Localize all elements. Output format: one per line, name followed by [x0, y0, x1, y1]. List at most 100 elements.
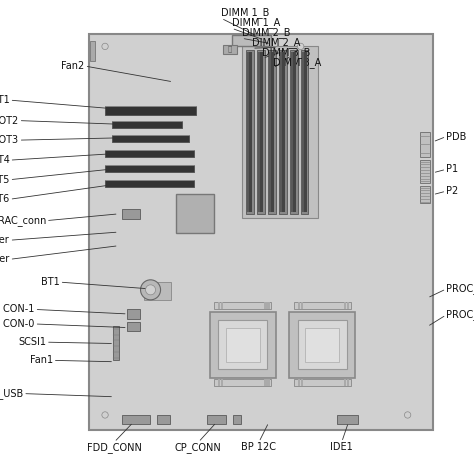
Text: PDB: PDB [447, 131, 467, 142]
Text: DIMM 2_A: DIMM 2_A [252, 37, 301, 48]
Bar [218, 302, 220, 309]
Bar [105, 150, 194, 157]
Text: PCI64 66MHZ SLOT1: PCI64 66MHZ SLOT1 [0, 95, 9, 105]
Bar [214, 302, 271, 309]
Bar [112, 121, 182, 128]
Text: FRONT_USB: FRONT_USB [0, 388, 23, 399]
Bar [157, 415, 170, 424]
Circle shape [146, 285, 155, 295]
Bar [264, 379, 266, 386]
Circle shape [404, 412, 411, 418]
Text: DIMM 1_A: DIMM 1_A [231, 17, 280, 28]
Bar [420, 186, 430, 203]
Bar [221, 379, 223, 386]
Bar [298, 379, 300, 386]
Bar [268, 50, 276, 214]
Bar [210, 312, 276, 378]
Text: PROC_2: PROC_2 [447, 309, 474, 320]
Text: Fan1: Fan1 [29, 355, 53, 365]
Bar [89, 34, 433, 430]
Text: DIMM 1_B: DIMM 1_B [221, 7, 269, 18]
Bar [344, 302, 346, 309]
Bar [232, 35, 271, 46]
Text: P2: P2 [447, 186, 458, 196]
Bar [257, 50, 265, 214]
Bar [301, 302, 303, 309]
Bar [105, 180, 194, 187]
Bar [301, 50, 309, 214]
Bar [344, 379, 346, 386]
Bar [127, 309, 140, 318]
Text: SATA CON-0: SATA CON-0 [0, 319, 35, 329]
Bar [267, 379, 270, 386]
Text: J55 password jumper: J55 password jumper [0, 235, 9, 245]
Bar [218, 320, 267, 369]
Text: SATA CON-1: SATA CON-1 [0, 304, 35, 314]
Bar [347, 379, 349, 386]
Text: PCI32 33MHZ SLOT4: PCI32 33MHZ SLOT4 [0, 155, 9, 165]
Bar [347, 302, 349, 309]
Circle shape [140, 280, 161, 300]
Bar [226, 328, 260, 362]
Text: P1: P1 [447, 164, 458, 174]
Bar [290, 50, 298, 214]
Text: DIMM 3_A: DIMM 3_A [273, 57, 321, 68]
Bar [122, 415, 150, 424]
Bar [420, 132, 430, 157]
Bar [214, 379, 271, 386]
Text: DIMM 2_B: DIMM 2_B [242, 27, 290, 38]
Bar [267, 302, 270, 309]
Bar [246, 50, 254, 214]
Bar [207, 415, 226, 424]
Bar [243, 46, 318, 218]
Circle shape [102, 412, 108, 418]
Text: DIMM 3_B: DIMM 3_B [263, 47, 311, 58]
Text: ⚿: ⚿ [228, 46, 232, 52]
Bar [90, 41, 95, 61]
Bar [218, 379, 220, 386]
Bar [301, 379, 303, 386]
Bar [279, 50, 287, 214]
Bar [420, 160, 430, 183]
Bar [302, 52, 307, 212]
Bar [280, 52, 285, 212]
Text: PCI-E X8 SLOT3: PCI-E X8 SLOT3 [0, 135, 18, 145]
Bar [247, 52, 253, 212]
Circle shape [298, 43, 304, 50]
Bar [291, 52, 296, 212]
Bar [294, 379, 351, 386]
Bar [122, 209, 140, 219]
Text: RAC_conn: RAC_conn [0, 215, 46, 226]
Bar [221, 302, 223, 309]
Circle shape [102, 43, 108, 50]
Bar [305, 328, 339, 362]
Text: PCI-X 100MHZ SLOT6: PCI-X 100MHZ SLOT6 [0, 194, 9, 204]
Bar [294, 302, 351, 309]
Text: BP 12C: BP 12C [241, 442, 276, 452]
Bar [127, 322, 140, 331]
Bar [105, 106, 196, 115]
Bar [298, 302, 300, 309]
Bar [223, 45, 237, 54]
Bar [269, 52, 274, 212]
Bar [264, 302, 266, 309]
Text: IDE1: IDE1 [330, 442, 353, 452]
Text: PCI-E X4 SLOT2: PCI-E X4 SLOT2 [0, 116, 18, 126]
Text: J55 clear NVRAM jumper: J55 clear NVRAM jumper [0, 254, 9, 264]
Text: SCSI1: SCSI1 [18, 337, 46, 347]
Bar [233, 415, 241, 424]
Bar [337, 415, 357, 424]
Text: PROC_1: PROC_1 [447, 283, 474, 294]
Bar [175, 194, 214, 233]
Bar [144, 282, 171, 300]
Text: Fan2: Fan2 [61, 61, 84, 71]
Bar [298, 320, 347, 369]
Text: BT1: BT1 [41, 277, 60, 287]
Text: FDD_CONN: FDD_CONN [87, 442, 142, 453]
Text: CP_CONN: CP_CONN [175, 442, 222, 453]
Bar [105, 165, 194, 172]
Bar [258, 52, 264, 212]
Bar [289, 312, 356, 378]
Bar [112, 135, 189, 142]
Bar [113, 326, 119, 360]
